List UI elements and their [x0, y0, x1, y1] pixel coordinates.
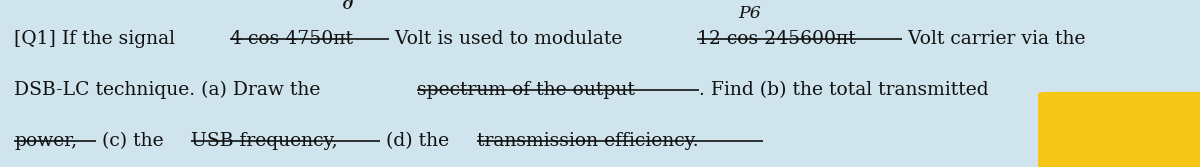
Text: (d) the: (d) the — [380, 132, 455, 150]
Text: Volt is used to modulate: Volt is used to modulate — [389, 30, 628, 48]
Text: spectrum of the output: spectrum of the output — [418, 81, 635, 99]
Text: P6: P6 — [738, 5, 761, 22]
Text: power,: power, — [14, 132, 78, 150]
Text: . Find (b) the total transmitted: . Find (b) the total transmitted — [698, 81, 989, 99]
Text: (c) the: (c) the — [96, 132, 169, 150]
Text: ∂: ∂ — [342, 0, 354, 14]
Text: DSB-LC technique. (a) Draw the: DSB-LC technique. (a) Draw the — [14, 81, 326, 99]
FancyBboxPatch shape — [1038, 92, 1200, 167]
Text: 4 cos 4750πt: 4 cos 4750πt — [230, 30, 353, 48]
Text: 12 cos 245600πt: 12 cos 245600πt — [697, 30, 857, 48]
Text: transmission efficiency.: transmission efficiency. — [476, 132, 698, 150]
Text: Volt carrier via the: Volt carrier via the — [902, 30, 1086, 48]
Text: [Q1] If the signal: [Q1] If the signal — [14, 30, 181, 48]
Text: USB frequency,: USB frequency, — [191, 132, 337, 150]
